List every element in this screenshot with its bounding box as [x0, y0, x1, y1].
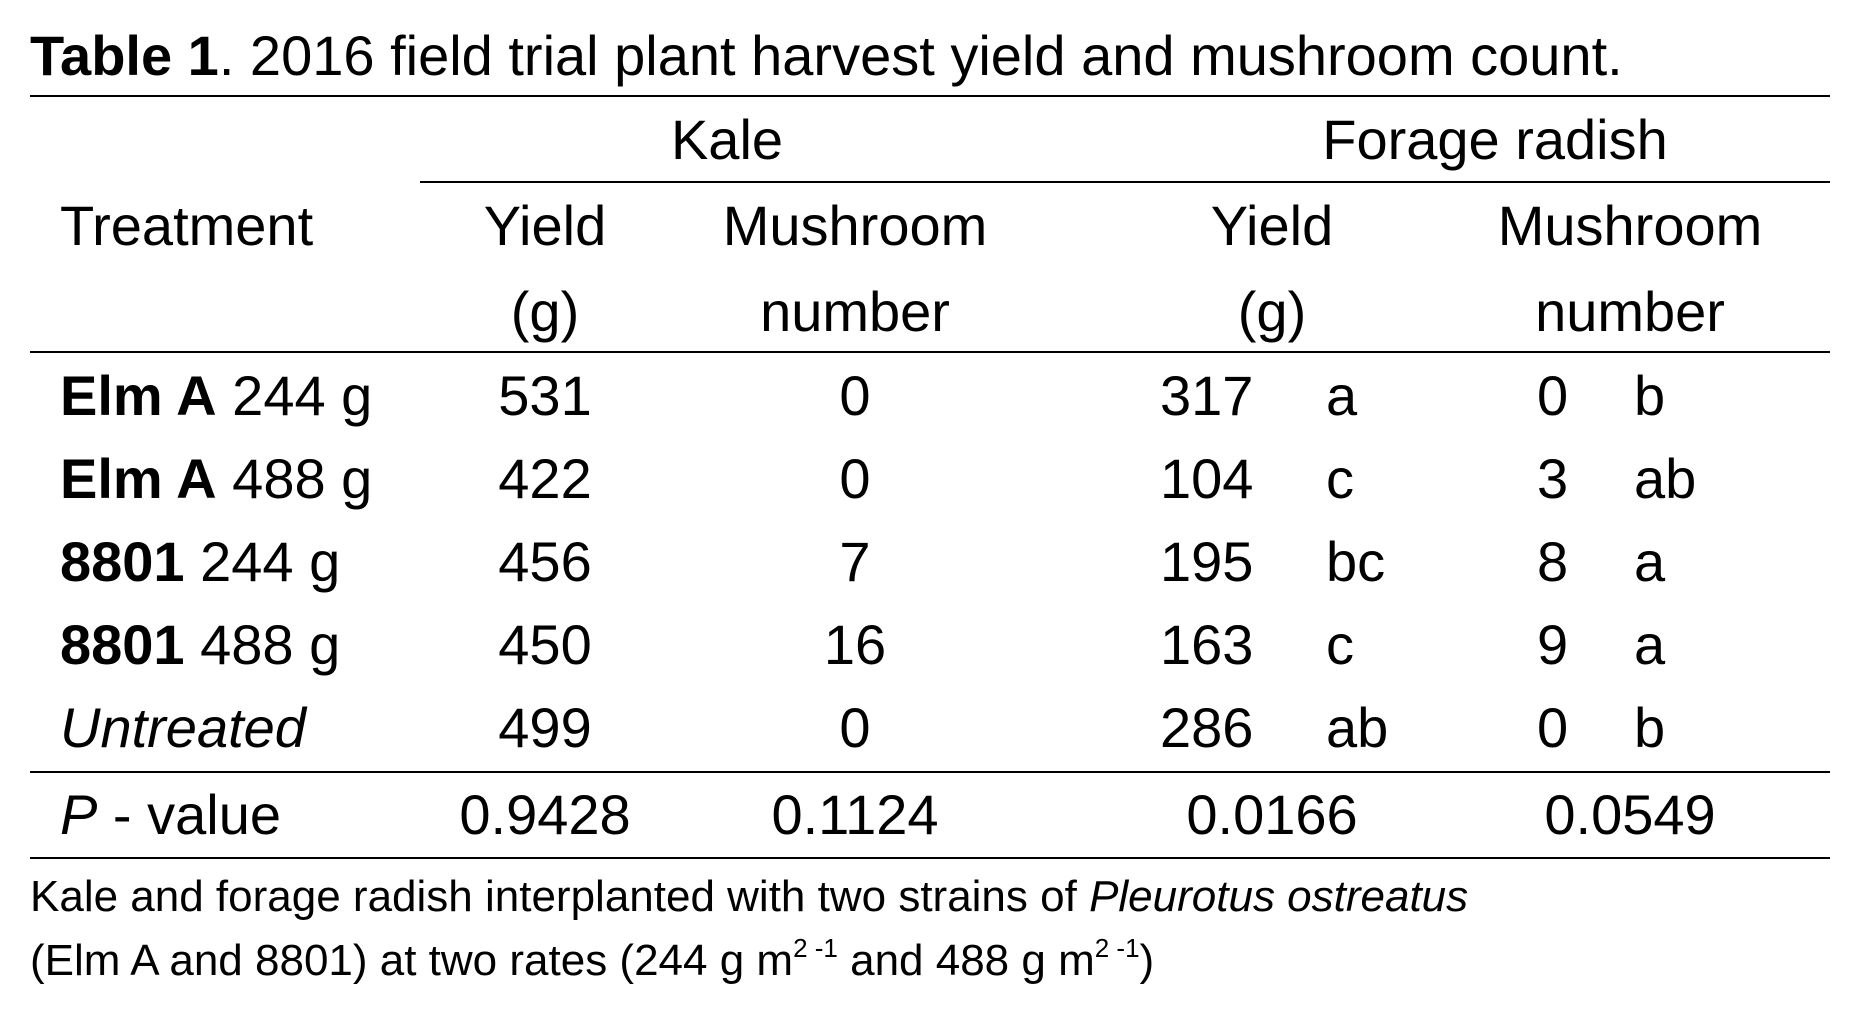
kale-mushroom-cell: 0: [839, 447, 871, 510]
fr-yield-header-line1: Yield: [1210, 194, 1334, 257]
row-treatment: Elm A 244 g: [60, 360, 372, 432]
group-rule: [420, 181, 1830, 183]
fr-mushroom-cell: 8: [1537, 530, 1569, 593]
fr-yield-cell: 163: [1160, 613, 1254, 676]
footnote-line-2: (Elm A and 8801) at two rates (244 g m2 …: [30, 932, 1154, 990]
fr-mushroom-cell: 3: [1537, 447, 1569, 510]
fr-yield-pvalue: 0.0166: [1186, 783, 1358, 846]
table-caption: Table 1. 2016 field trial plant harvest …: [30, 18, 1623, 94]
strain-name: 8801: [60, 613, 185, 676]
footnote-line-1: Kale and forage radish interplanted with…: [30, 868, 1468, 926]
pvalue-label: P - value: [60, 779, 281, 851]
fr-mushroom-group: b: [1634, 696, 1666, 759]
fr-yield-cell: 104: [1160, 447, 1254, 510]
kale-yield-header-line2: (g): [510, 280, 580, 343]
group-header-kale: Kale: [670, 108, 784, 171]
treatment-header: Treatment: [60, 194, 314, 257]
kale-mushroom-cell: 16: [823, 613, 887, 676]
kale-yield-pvalue: 0.9428: [459, 783, 631, 846]
footnote-text: and 488 g m: [837, 936, 1095, 985]
bottom-rule: [30, 857, 1830, 859]
footnote-text: ): [1139, 936, 1155, 985]
kale-mushroom-cell: 7: [839, 530, 871, 593]
header-rule: [30, 351, 1830, 353]
rate: 488 g: [184, 613, 341, 676]
fr-yield-group: c: [1326, 613, 1354, 676]
fr-yield-cell: 286: [1160, 696, 1254, 759]
fr-mushroom-cell: 9: [1537, 613, 1569, 676]
fr-yield-group: c: [1326, 447, 1354, 510]
fr-yield-group: a: [1326, 364, 1358, 427]
kale-yield-cell: 422: [498, 447, 592, 510]
kale-mushroom-pvalue: 0.1124: [771, 783, 939, 846]
fr-mushroom-group: a: [1634, 613, 1666, 676]
fr-mushroom-header-line2: number: [1535, 280, 1725, 343]
kale-yield-cell: 531: [498, 364, 592, 427]
fr-yield-header-line2: (g): [1237, 280, 1307, 343]
fr-yield-group: ab: [1326, 696, 1389, 759]
kale-yield-header-line1: Yield: [483, 194, 607, 257]
kale-mushroom-cell: 0: [839, 696, 871, 759]
rate: 244 g: [216, 364, 373, 427]
row-treatment: Elm A 488 g: [60, 443, 372, 515]
species-name: Pleurotus ostreatus: [1089, 872, 1469, 921]
strain-name: Elm A: [60, 447, 217, 510]
caption-label: Table 1: [30, 24, 219, 87]
fr-mushroom-group: ab: [1634, 447, 1697, 510]
pvalue-rule: [30, 771, 1830, 773]
rate: 488 g: [216, 447, 373, 510]
kale-yield-cell: 450: [498, 613, 592, 676]
fr-yield-group: bc: [1326, 530, 1386, 593]
footnote-text: (Elm A and 8801) at two rates (244 g m: [30, 936, 794, 985]
row-treatment: Untreated: [60, 696, 306, 759]
pvalue-text: - value: [97, 783, 281, 846]
fr-mushroom-pvalue: 0.0549: [1544, 783, 1716, 846]
fr-mushroom-header-line1: Mushroom: [1497, 194, 1763, 257]
p-symbol: P: [60, 783, 98, 846]
superscript: 2 -1: [793, 933, 838, 963]
rate: 244 g: [184, 530, 341, 593]
fr-mushroom-group: b: [1634, 364, 1666, 427]
strain-name: 8801: [60, 530, 185, 593]
kale-mushroom-header-line2: number: [760, 280, 950, 343]
kale-mushroom-header-line1: Mushroom: [722, 194, 988, 257]
fr-mushroom-cell: 0: [1537, 696, 1569, 759]
footnote-text: Kale and forage radish interplanted with…: [30, 872, 1090, 921]
group-header-forage-radish: Forage radish: [1322, 108, 1668, 171]
fr-mushroom-cell: 0: [1537, 364, 1569, 427]
kale-mushroom-cell: 0: [839, 364, 871, 427]
fr-mushroom-group: a: [1634, 530, 1666, 593]
fr-yield-cell: 317: [1160, 364, 1254, 427]
superscript: 2 -1: [1094, 933, 1140, 963]
kale-yield-cell: 456: [498, 530, 592, 593]
row-treatment: 8801 488 g: [60, 609, 340, 681]
fr-yield-cell: 195: [1160, 530, 1254, 593]
caption-text: . 2016 field trial plant harvest yield a…: [218, 24, 1623, 87]
strain-name: Elm A: [60, 364, 217, 427]
row-treatment: 8801 244 g: [60, 526, 340, 598]
top-rule: [30, 95, 1830, 97]
kale-yield-cell: 499: [498, 696, 592, 759]
